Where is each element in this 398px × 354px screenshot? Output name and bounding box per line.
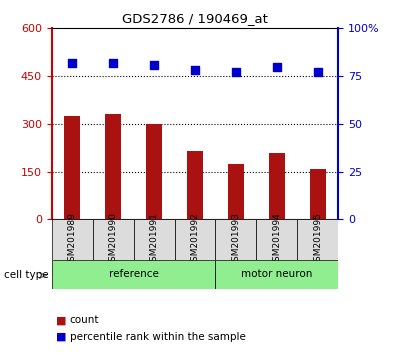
Bar [52,260,215,289]
Text: GSM201994: GSM201994 [272,212,281,267]
Text: GSM201995: GSM201995 [313,212,322,267]
Text: GSM201989: GSM201989 [68,212,77,267]
Bar [52,219,93,260]
Point [233,69,239,75]
Text: GSM201993: GSM201993 [232,212,240,267]
Bar [93,219,134,260]
Text: GDS2786 / 190469_at: GDS2786 / 190469_at [122,12,268,25]
Bar [269,153,285,219]
Point [274,64,280,69]
Bar [175,219,215,260]
Bar [256,219,297,260]
Bar [215,260,338,289]
Point [69,60,75,65]
Text: reference: reference [109,269,158,279]
Bar [105,114,121,219]
Bar [228,164,244,219]
Point [315,69,321,75]
Text: ■: ■ [56,332,66,342]
Text: GSM201991: GSM201991 [150,212,158,267]
Text: count: count [70,315,99,325]
Bar [310,169,326,219]
Text: ■: ■ [56,315,66,325]
Text: percentile rank within the sample: percentile rank within the sample [70,332,246,342]
Point [192,68,198,73]
Point [110,60,116,65]
Text: motor neuron: motor neuron [241,269,312,279]
Bar [134,219,175,260]
Text: cell type: cell type [4,270,49,280]
Bar [64,116,80,219]
Bar [146,124,162,219]
Point [151,62,157,68]
Bar [297,219,338,260]
Text: GSM201992: GSM201992 [191,212,199,267]
Text: GSM201990: GSM201990 [109,212,118,267]
Bar [215,219,256,260]
Bar [187,151,203,219]
